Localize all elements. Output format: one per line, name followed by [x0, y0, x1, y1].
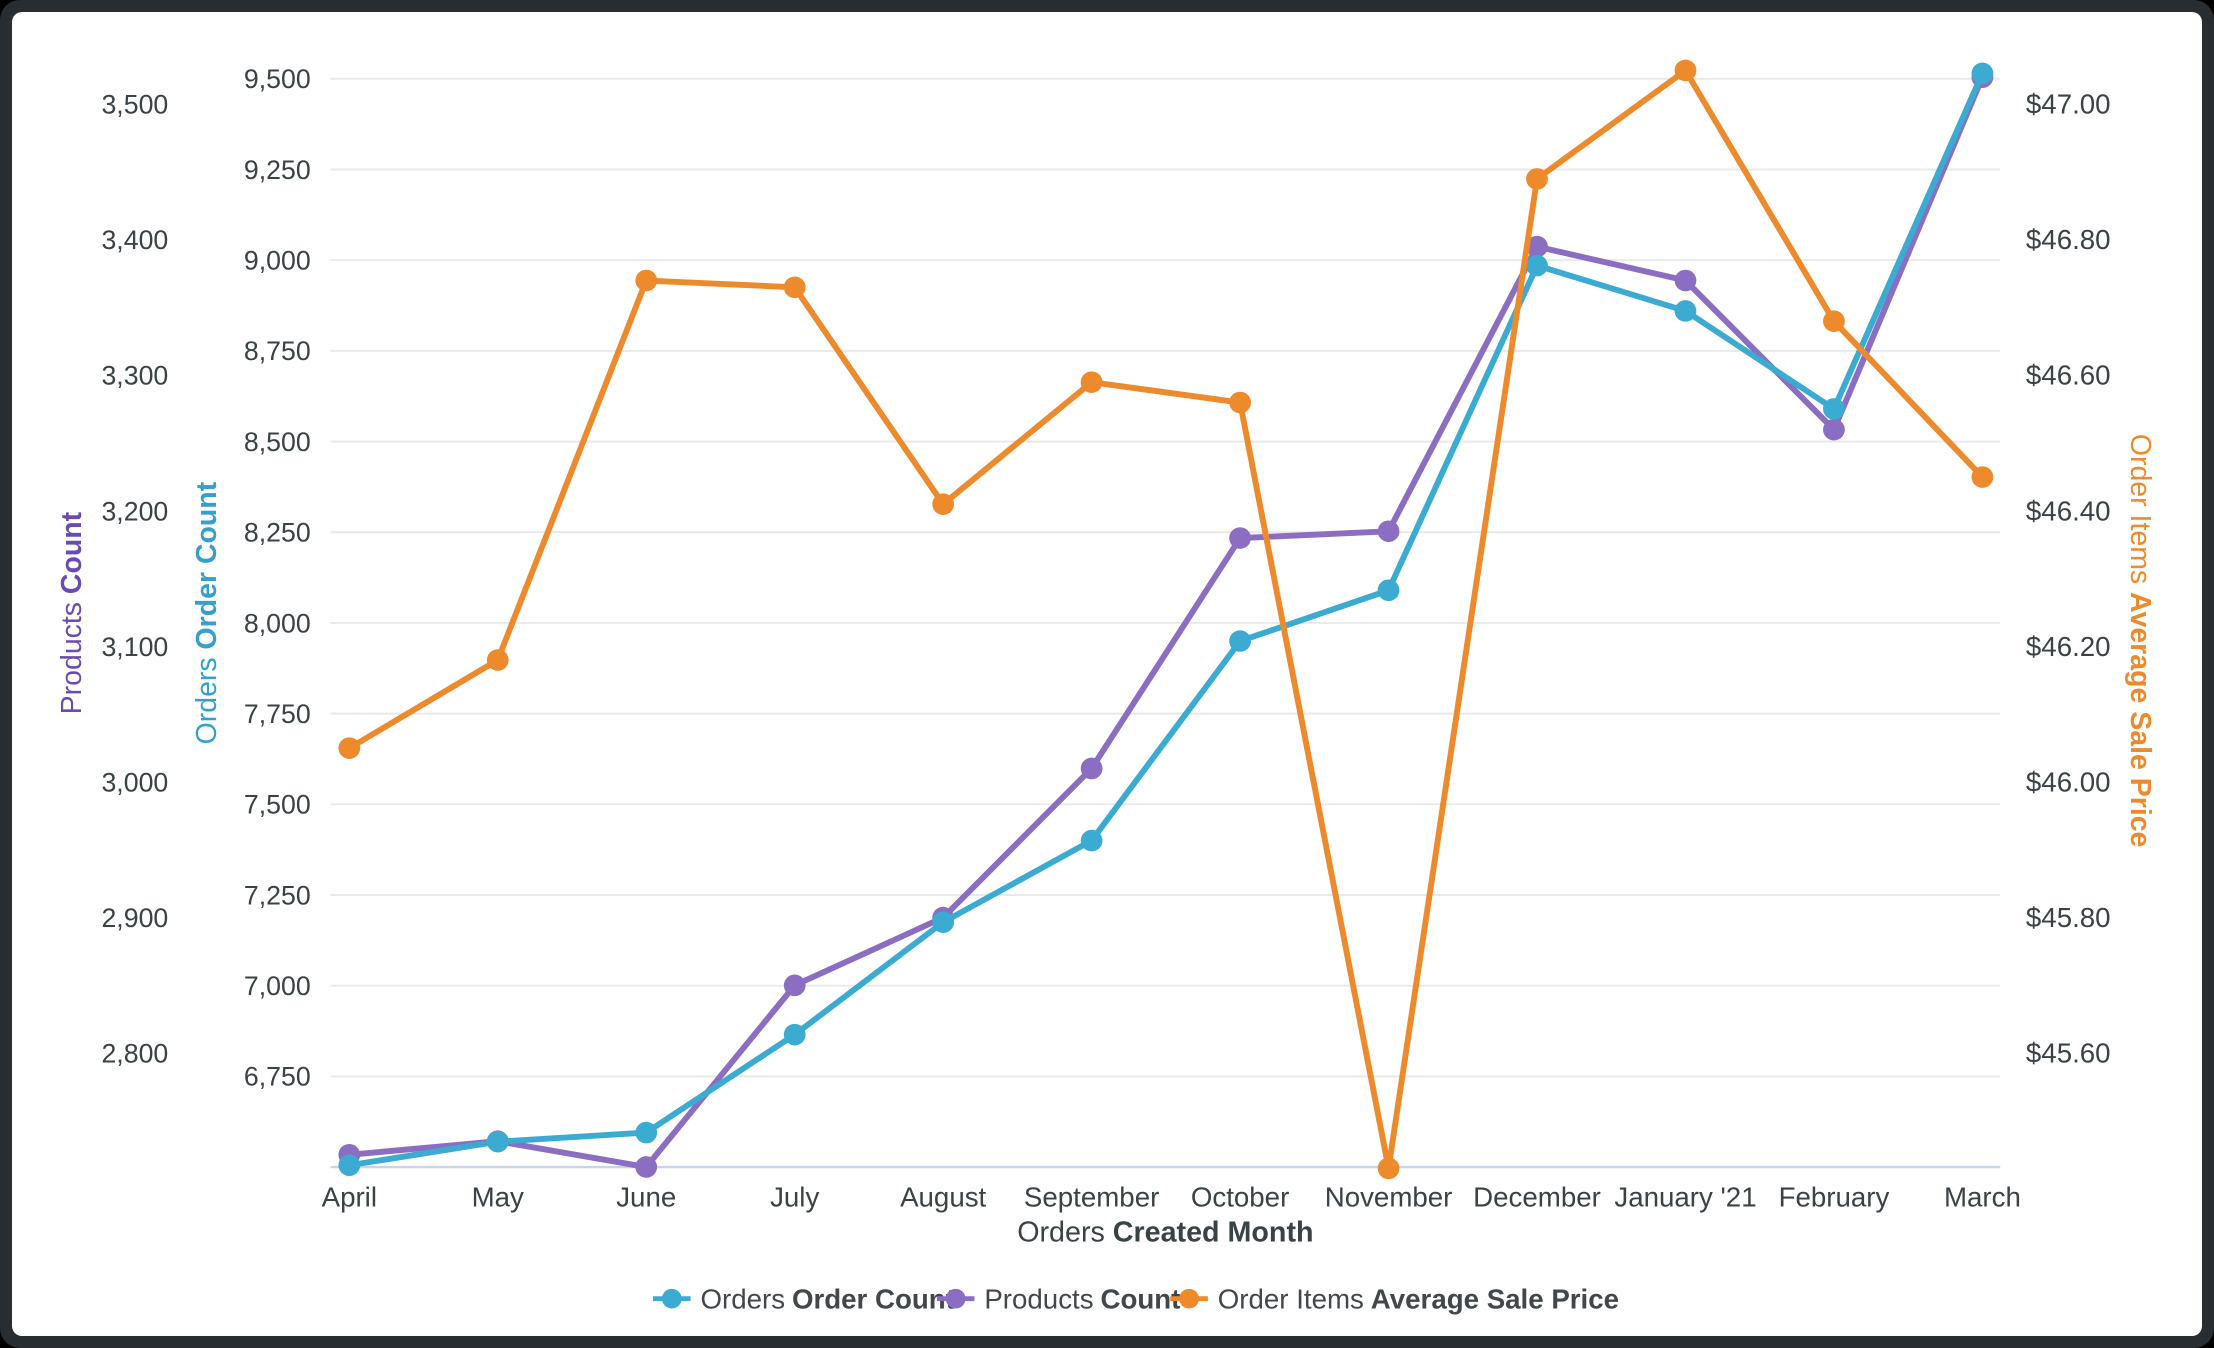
price-tick-label: $46.20 [2026, 631, 2111, 662]
orders-tick-label: 6,750 [244, 1062, 311, 1092]
legend-marker-dot-icon [1179, 1288, 1199, 1309]
data-point-orders[interactable] [1971, 62, 1994, 85]
x-tick-label: January '21 [1614, 1181, 1756, 1212]
price-tick-label: $46.80 [2026, 224, 2111, 255]
data-point-orders[interactable] [932, 911, 955, 934]
legend-marker-dot-icon [945, 1288, 966, 1309]
legend-item-orders[interactable]: Orders Order Count [652, 1284, 955, 1315]
price-tick-label: $46.40 [2026, 495, 2111, 526]
data-point-orders[interactable] [1377, 579, 1400, 602]
line-chart: 6,750 7,000 7,250 7,500 7,750 8,000 8,250 8,500… [56, 59, 2156, 1315]
chart-card: 6,750 7,000 7,250 7,500 7,750 8,000 8,250 8,500… [12, 12, 2202, 1336]
data-point-products[interactable] [1823, 418, 1845, 441]
legend-label[interactable]: Orders Order Count [700, 1284, 954, 1315]
data-point-price[interactable] [635, 269, 658, 292]
orders-tick-label: 8,000 [244, 608, 311, 638]
data-point-orders[interactable] [1823, 398, 1845, 420]
x-tick-label: October [1191, 1181, 1289, 1212]
data-point-price[interactable] [1377, 1157, 1400, 1180]
x-tick-label: May [472, 1181, 524, 1212]
orders-tick-label: 8,250 [244, 518, 311, 548]
data-point-price[interactable] [1526, 168, 1548, 190]
orders-tick-label: 7,750 [244, 699, 311, 729]
orders-tick-label: 7,500 [244, 790, 311, 820]
data-point-price[interactable] [932, 493, 955, 515]
data-point-orders[interactable] [783, 1023, 806, 1046]
orders-tick-label: 8,750 [244, 336, 311, 366]
price-tick-label: $46.00 [2026, 766, 2111, 797]
data-point-price[interactable] [1229, 391, 1251, 414]
orders-axis-title: OrdersOrder Count [191, 481, 223, 744]
series-line-orders [346, 70, 1986, 1169]
data-point-products[interactable] [1674, 269, 1697, 292]
price-axis-title: Order ItemsAverage Sale Price [2124, 434, 2156, 848]
data-point-products[interactable] [1377, 520, 1400, 543]
x-tick-label: June [616, 1181, 676, 1212]
orders-tick-label: 8,500 [244, 427, 311, 457]
orders-tick-label: 9,000 [244, 246, 311, 276]
data-point-products[interactable] [1526, 235, 1548, 258]
data-point-price[interactable] [1823, 310, 1845, 332]
products-tick-label: 2,800 [101, 1039, 168, 1069]
orders-tick-label: 7,000 [244, 971, 311, 1001]
x-tick-label: March [1944, 1181, 2021, 1212]
data-point-orders[interactable] [338, 1154, 361, 1177]
price-tick-label: $45.60 [2026, 1038, 2111, 1069]
data-point-orders[interactable] [1674, 300, 1697, 322]
data-point-products[interactable] [635, 1156, 658, 1178]
products-tick-label: 3,100 [101, 632, 168, 662]
x-tick-label: August [900, 1181, 987, 1212]
series-line-products [346, 74, 1986, 1170]
data-point-products[interactable] [1080, 757, 1103, 780]
legend-label[interactable]: Products Count [984, 1284, 1180, 1315]
data-point-orders[interactable] [1526, 254, 1548, 277]
x-tick-label: December [1473, 1181, 1601, 1212]
series-line-price [346, 67, 1986, 1172]
legend-marker-dot-icon [661, 1288, 682, 1309]
data-point-orders[interactable] [1080, 829, 1103, 852]
orders-tick-label: 9,500 [244, 64, 311, 94]
price-tick-label: $47.00 [2026, 89, 2111, 120]
price-tick-label: $46.60 [2026, 360, 2111, 391]
legend-label[interactable]: Order Items Average Sale Price [1218, 1284, 1619, 1315]
data-point-orders[interactable] [1229, 630, 1251, 652]
data-point-price[interactable] [1674, 59, 1697, 82]
products-tick-label: 3,500 [101, 90, 168, 120]
data-point-products[interactable] [1229, 527, 1251, 549]
data-point-price[interactable] [486, 649, 509, 671]
data-point-orders[interactable] [486, 1130, 509, 1153]
products-tick-label: 3,000 [101, 767, 168, 797]
price-tick-label: $45.80 [2026, 902, 2111, 933]
x-tick-label: April [322, 1181, 377, 1212]
products-tick-label: 2,900 [101, 903, 168, 933]
x-tick-label: February [1779, 1181, 1890, 1212]
legend-item-products[interactable]: Products Count [936, 1284, 1181, 1315]
products-axis-title: ProductsCount [56, 511, 88, 714]
products-tick-label: 3,200 [101, 496, 168, 526]
data-point-price[interactable] [783, 276, 806, 299]
data-point-orders[interactable] [635, 1121, 658, 1144]
data-point-price[interactable] [1080, 371, 1103, 393]
data-point-price[interactable] [1971, 466, 1994, 488]
products-tick-label: 3,300 [101, 361, 168, 391]
x-tick-label: September [1024, 1181, 1159, 1212]
orders-tick-label: 9,250 [244, 155, 311, 185]
x-tick-label: July [770, 1181, 819, 1212]
legend-item-price[interactable]: Order Items Average Sale Price [1170, 1284, 1619, 1315]
data-point-products[interactable] [783, 974, 806, 997]
x-tick-label: November [1325, 1181, 1453, 1212]
data-point-price[interactable] [338, 737, 361, 759]
products-tick-label: 3,400 [101, 225, 168, 255]
x-axis-title: Orders Created Month [1017, 1217, 1313, 1249]
orders-tick-label: 7,250 [244, 880, 311, 910]
